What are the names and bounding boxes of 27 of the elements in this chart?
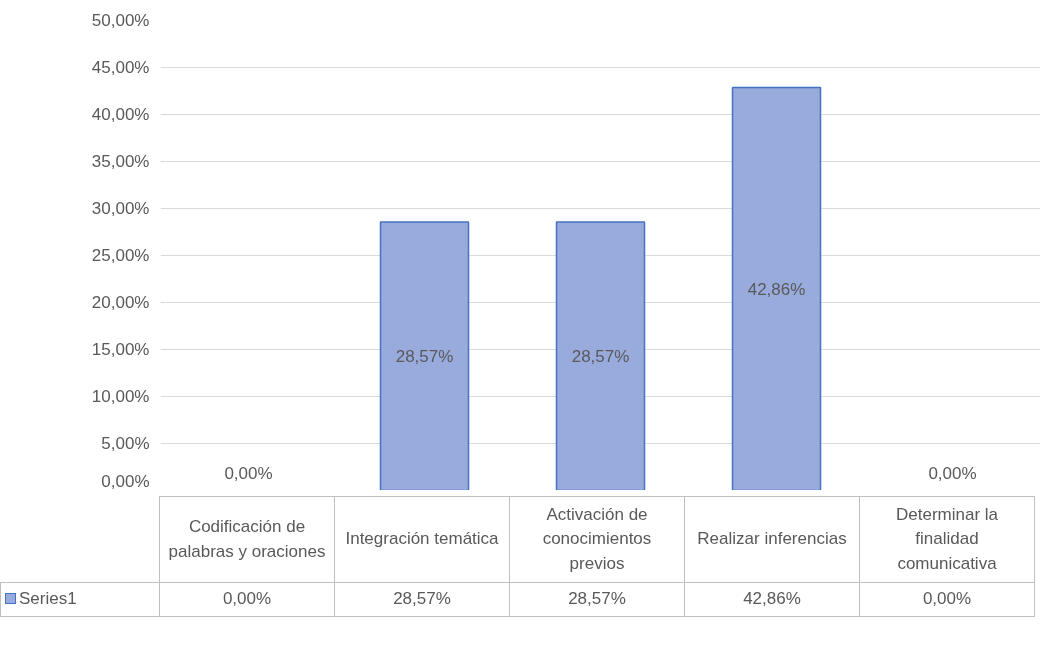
y-tick-label: 35,00% — [91, 152, 150, 171]
y-tick-label: 20,00% — [91, 293, 150, 312]
x-tick-label: Activación de conocimientos previos — [509, 496, 685, 583]
x-tick-label: Realizar inferencias — [684, 496, 860, 583]
y-tick-label: 15,00% — [91, 340, 150, 359]
text: 28,57% — [393, 589, 451, 609]
legend-label: Series1 — [0, 582, 160, 617]
text: 0,00% — [922, 589, 972, 609]
text: 0,00% — [928, 463, 977, 483]
y-tick-label: 40,00% — [91, 105, 150, 124]
text: 28,57% — [568, 589, 626, 609]
text: 42,86% — [743, 589, 801, 609]
y-tick-label: 10,00% — [91, 387, 150, 406]
y-tick-label: 0,00% — [101, 471, 150, 491]
y-tick-label: 5,00% — [101, 434, 150, 453]
y-tick-label: 50,00% — [91, 11, 150, 30]
x-tick-label: Integración temática — [334, 496, 510, 583]
text: 42,86% — [747, 279, 806, 299]
x-tick-label: Codificación de palabras y oraciones — [159, 496, 335, 583]
text: 28,57% — [395, 346, 454, 366]
y-tick-label: 45,00% — [91, 58, 150, 77]
text: 0,00% — [224, 463, 273, 483]
x-tick-label: Determinar la finalidad comunicativa — [859, 496, 1035, 583]
text: 0,00% — [222, 589, 272, 609]
y-tick-label: 25,00% — [91, 246, 150, 265]
text: 28,57% — [571, 346, 630, 366]
y-tick-label: 30,00% — [91, 199, 150, 218]
